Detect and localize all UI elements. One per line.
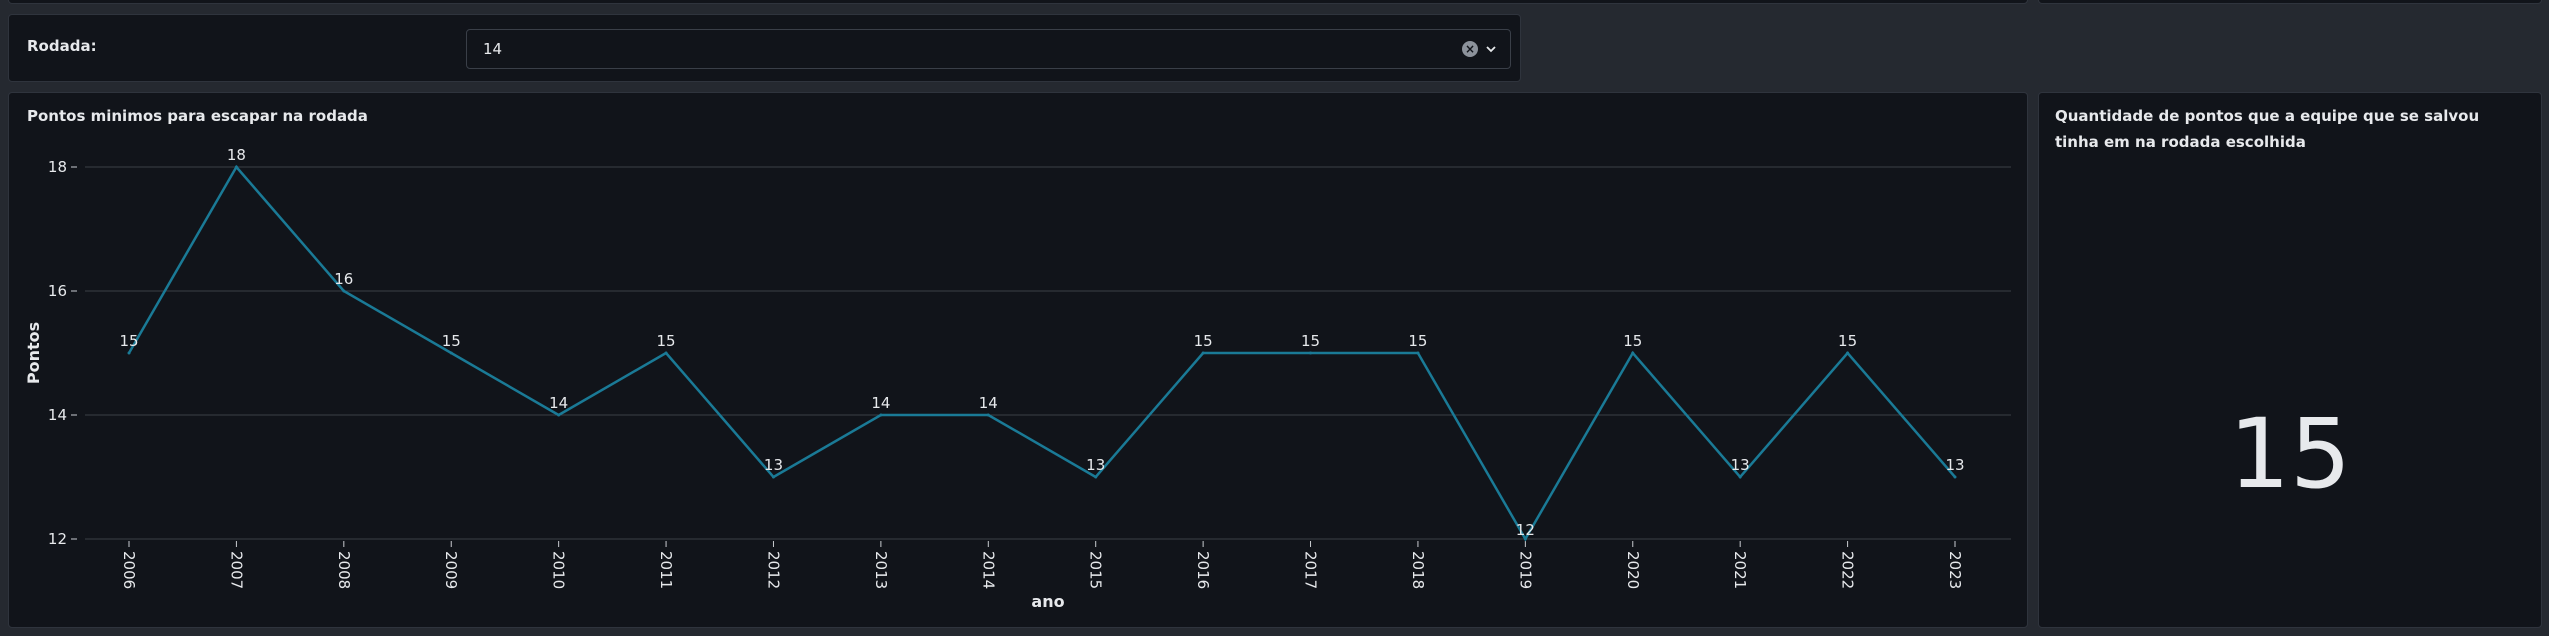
data-label: 15: [442, 332, 461, 350]
data-label: 18: [227, 146, 246, 164]
data-label: 13: [1945, 456, 1964, 474]
clear-icon[interactable]: ×: [1462, 41, 1478, 57]
data-point: [986, 413, 990, 417]
data-label: 15: [1194, 332, 1213, 350]
x-tick-label: 2021: [1731, 551, 1749, 589]
data-label: 12: [1516, 521, 1535, 539]
filter-panel: Rodada: 14 ×: [8, 14, 1521, 82]
data-point: [1631, 351, 1635, 355]
data-point: [342, 289, 346, 293]
x-tick-label: 2009: [442, 551, 460, 589]
x-axis-title: ano: [1031, 592, 1064, 611]
data-point: [1309, 351, 1313, 355]
chart-panel: Pontos minimos para escapar na rodada 12…: [8, 92, 2028, 628]
x-tick-label: 2008: [335, 551, 353, 589]
data-label: 13: [1086, 456, 1105, 474]
rodada-select[interactable]: 14 ×: [466, 29, 1511, 69]
data-label: 16: [334, 270, 353, 288]
rodada-select-value: 14: [483, 40, 503, 58]
data-point: [879, 413, 883, 417]
x-tick-label: 2019: [1516, 551, 1534, 589]
y-axis-title: Pontos: [24, 322, 43, 384]
data-label: 15: [1838, 332, 1857, 350]
data-label: 15: [657, 332, 676, 350]
data-label: 13: [764, 456, 783, 474]
x-tick-label: 2011: [657, 551, 675, 589]
data-point: [1846, 351, 1850, 355]
chart-title: Pontos minimos para escapar na rodada: [27, 107, 368, 125]
data-point: [127, 351, 131, 355]
metric-value: 15: [2228, 398, 2352, 510]
filter-label: Rodada:: [27, 37, 97, 55]
data-label: 15: [1301, 332, 1320, 350]
y-tick-label: 18: [48, 158, 67, 176]
data-point: [1201, 351, 1205, 355]
data-label: 15: [1623, 332, 1642, 350]
x-tick-label: 2018: [1409, 551, 1427, 589]
metric-panel: Quantidade de pontos que a equipe que se…: [2038, 92, 2542, 628]
top-panel-right: [2038, 0, 2542, 4]
data-point: [557, 413, 561, 417]
x-tick-label: 2012: [764, 551, 782, 589]
y-tick-label: 16: [48, 282, 67, 300]
x-tick-label: 2016: [1194, 551, 1212, 589]
x-tick-label: 2007: [227, 551, 245, 589]
data-point: [1523, 537, 1527, 541]
line-chart: 12 14 16 18 Pontos 2006 2007 2008 2009 2010 2011 20…: [24, 146, 2011, 611]
data-point: [1953, 475, 1957, 479]
data-point: [771, 475, 775, 479]
data-point: [1738, 475, 1742, 479]
series-line: [127, 164, 1956, 542]
x-tick-label: 2013: [872, 551, 890, 589]
data-label: 15: [1408, 332, 1427, 350]
x-tick-label: 2020: [1624, 551, 1642, 589]
data-point: [1094, 475, 1098, 479]
data-label: 14: [871, 394, 890, 412]
data-point: [449, 351, 453, 355]
x-tick-label: 2022: [1839, 551, 1857, 589]
data-label: 15: [119, 332, 138, 350]
data-point: [234, 165, 238, 169]
top-panel-left: [8, 0, 2028, 4]
y-tick-label: 14: [48, 406, 67, 424]
x-tick-label: 2006: [120, 551, 138, 589]
metric-title: Quantidade de pontos que a equipe que se…: [2055, 107, 2480, 151]
data-label: 14: [549, 394, 568, 412]
x-tick-label: 2010: [550, 551, 568, 589]
x-tick-label: 2014: [979, 551, 997, 589]
data-point: [664, 351, 668, 355]
x-tick-label: 2015: [1087, 551, 1105, 589]
x-tick-label: 2017: [1302, 551, 1320, 589]
x-tick-label: 2023: [1946, 551, 1964, 589]
chevron-down-icon[interactable]: [1484, 41, 1498, 57]
y-tick-label: 12: [48, 530, 67, 548]
data-label: 13: [1731, 456, 1750, 474]
data-label: 14: [979, 394, 998, 412]
data-point: [1416, 351, 1420, 355]
